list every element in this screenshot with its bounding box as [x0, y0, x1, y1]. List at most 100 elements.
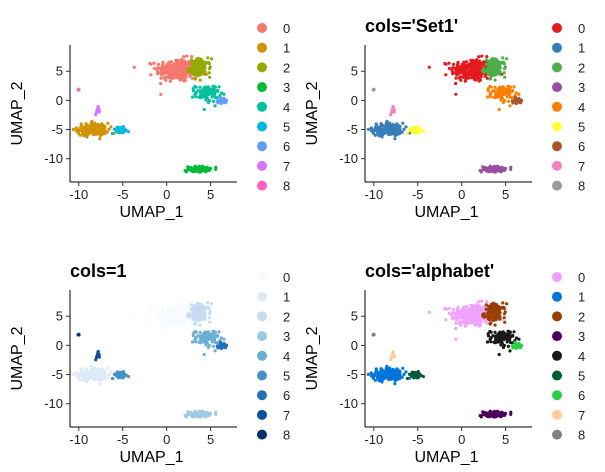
point-cluster-0 [475, 58, 479, 62]
point-cluster-6 [215, 99, 219, 103]
point-cluster-0 [159, 316, 163, 320]
point-cluster-2 [207, 62, 211, 66]
point-cluster-0 [163, 316, 167, 320]
panel-4: -10 -5 0 5 5 0 -5 -10 UMAP_1 UMAP_2 cols='alphabet… [304, 261, 585, 466]
point-cluster-4 [216, 88, 220, 92]
point-cluster-3 [483, 413, 487, 417]
scatter-points [71, 299, 229, 419]
point-cluster-0 [176, 308, 180, 312]
panel-title: cols='Set1' [365, 16, 458, 36]
legend-swatch-4 [257, 101, 267, 112]
point-cluster-1 [99, 370, 103, 374]
point-cluster-4 [202, 352, 206, 357]
point-cluster-1 [98, 382, 102, 386]
point-cluster-4 [499, 342, 503, 346]
y-tick-label: -10 [339, 396, 358, 411]
point-cluster-2 [498, 70, 502, 74]
point-cluster-4 [502, 331, 506, 335]
point-cluster-4 [497, 107, 501, 112]
point-cluster-1 [90, 364, 94, 368]
point-cluster-2 [488, 318, 492, 322]
point-cluster-0 [177, 314, 181, 318]
point-cluster-2 [198, 68, 202, 72]
point-cluster-4 [502, 89, 506, 93]
point-cluster-2 [505, 302, 509, 306]
point-cluster-3 [195, 412, 199, 416]
legend-label-3: 3 [578, 329, 585, 344]
point-cluster-3 [214, 167, 218, 171]
point-cluster-4 [202, 339, 206, 343]
point-cluster-2 [485, 307, 489, 311]
point-cluster-4 [494, 337, 498, 341]
point-cluster-1 [81, 377, 85, 381]
point-cluster-0 [171, 76, 176, 80]
point-cluster-1 [372, 373, 377, 377]
point-cluster-4 [517, 337, 521, 341]
scatter-points [71, 54, 229, 174]
legend-swatch-2 [552, 62, 562, 73]
point-cluster-0 [454, 76, 458, 80]
point-cluster-0 [478, 311, 482, 315]
point-cluster-1 [373, 126, 377, 130]
point-cluster-4 [219, 336, 223, 340]
point-cluster-4 [510, 333, 515, 337]
point-cluster-0 [182, 300, 186, 304]
point-cluster-0 [156, 62, 161, 66]
point-cluster-4 [213, 338, 217, 342]
point-cluster-0 [444, 307, 448, 311]
legend-swatch-2 [257, 62, 267, 73]
point-cluster-0 [459, 323, 463, 327]
point-cluster-0 [462, 316, 466, 320]
point-cluster-0 [471, 303, 475, 307]
point-cluster-4 [194, 91, 198, 95]
point-cluster-0 [465, 66, 469, 70]
point-cluster-3 [183, 414, 187, 418]
point-cluster-4 [215, 341, 219, 345]
x-tick-label: -10 [364, 432, 383, 447]
point-cluster-3 [490, 167, 494, 171]
point-cluster-1 [105, 375, 109, 379]
point-cluster-2 [493, 313, 497, 317]
point-cluster-0 [160, 311, 164, 315]
point-cluster-1 [106, 366, 110, 370]
point-cluster-0 [474, 312, 478, 316]
legend: 0 1 2 3 4 5 6 7 8 [552, 21, 585, 194]
legend-label-6: 6 [283, 139, 290, 154]
point-cluster-0 [472, 69, 476, 73]
point-cluster-1 [386, 126, 390, 130]
point-cluster-4 [486, 87, 490, 91]
point-cluster-4 [202, 94, 206, 98]
panel-2: -10 -5 0 5 5 0 -5 -10 UMAP_1 UMAP_2 cols='Set1' 0 1 2… [304, 16, 585, 221]
point-cluster-5 [410, 125, 414, 129]
point-cluster-4 [510, 96, 514, 100]
point-cluster-0 [185, 299, 189, 303]
point-cluster-0 [462, 67, 466, 71]
point-cluster-0 [186, 305, 191, 309]
point-cluster-7 [391, 110, 395, 114]
point-cluster-1 [385, 119, 389, 123]
point-cluster-0 [468, 62, 472, 66]
point-cluster-4 [191, 332, 195, 336]
y-tick-label: -5 [346, 367, 358, 382]
point-cluster-4 [219, 91, 223, 95]
point-cluster-0 [170, 309, 174, 313]
point-cluster-0 [461, 75, 465, 79]
point-cluster-0 [175, 319, 179, 323]
legend-swatch-4 [257, 350, 267, 361]
point-cluster-6 [515, 343, 519, 347]
point-cluster-0 [179, 312, 183, 316]
point-cluster-4 [204, 331, 208, 335]
point-cluster-1 [398, 125, 402, 129]
point-cluster-1 [85, 123, 89, 127]
point-cluster-1 [401, 366, 405, 370]
point-cluster-1 [390, 370, 394, 374]
point-cluster-8 [371, 333, 375, 337]
point-cluster-1 [74, 126, 78, 130]
point-cluster-4 [207, 343, 211, 348]
point-cluster-0 [167, 316, 171, 320]
point-cluster-1 [96, 128, 100, 132]
point-cluster-4 [499, 86, 503, 90]
point-cluster-2 [198, 78, 202, 82]
point-cluster-1 [374, 123, 378, 127]
point-cluster-0 [159, 92, 163, 96]
